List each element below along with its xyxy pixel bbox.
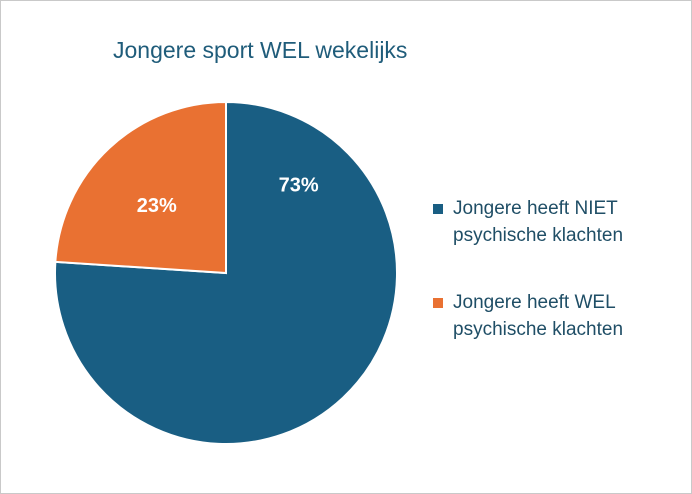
data-label-0: 73%: [279, 175, 319, 197]
legend-swatch-niet: [433, 204, 443, 214]
legend-item-wel: Jongere heeft WEL psychische klachten: [433, 289, 623, 343]
chart-title: Jongere sport WEL wekelijks: [113, 37, 408, 63]
legend-label-wel-line2: psychische klachten: [453, 319, 624, 340]
legend-label-niet-line2: psychische klachten: [453, 225, 624, 246]
legend-item-niet: Jongere heeft NIET psychische klachten: [433, 195, 623, 249]
pie-slice-0: [54, 100, 398, 445]
legend-label-wel-line1: Jongere heeft WEL: [453, 292, 616, 313]
legend-label-niet-line1: Jongere heeft NIET: [453, 198, 618, 219]
legend: Jongere heeft NIET psychische klachten J…: [433, 195, 623, 383]
pie-slice-1: [54, 100, 227, 275]
data-label-1: 23%: [137, 195, 177, 217]
legend-swatch-wel: [433, 298, 443, 308]
